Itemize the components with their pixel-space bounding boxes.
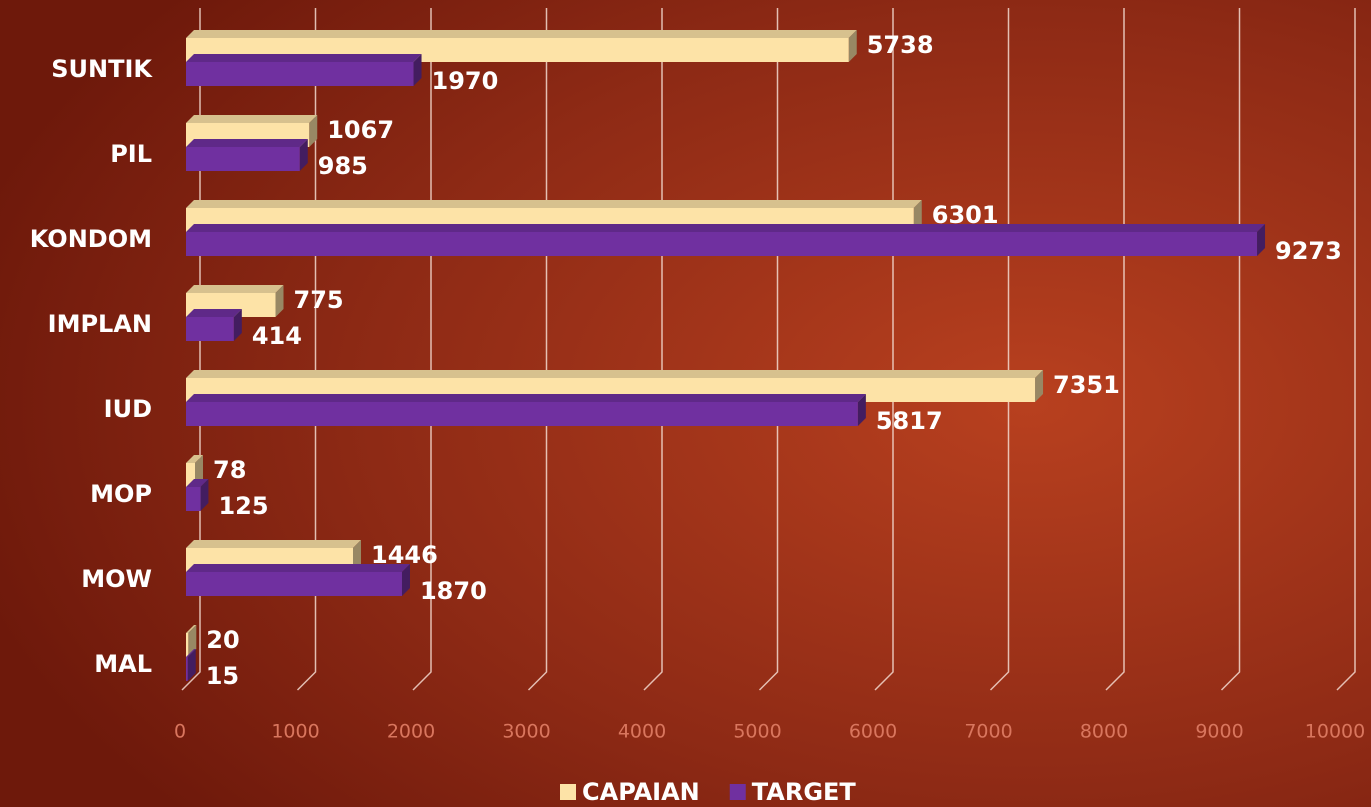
- bar-top: [186, 625, 197, 633]
- data-label: 1870: [420, 577, 487, 605]
- x-tick-label: 6000: [849, 721, 897, 743]
- x-tick-label: 9000: [1195, 721, 1243, 743]
- bar-top: [186, 479, 209, 487]
- x-tick-label: 7000: [964, 721, 1012, 743]
- x-tick-label: 0: [174, 721, 186, 743]
- bar: [186, 147, 300, 171]
- legend-swatch: [729, 784, 746, 800]
- bar-top: [186, 200, 922, 208]
- legend-label: CAPAIAN: [582, 778, 700, 806]
- bar-side: [413, 54, 422, 86]
- bar: [186, 633, 189, 657]
- data-label: 78: [213, 456, 246, 484]
- bar-side: [299, 139, 308, 171]
- bar-side: [1257, 224, 1266, 256]
- labels: 0 1000 2000 3000 4000 5000 6000 7000 8000 9000 100…: [30, 31, 1365, 806]
- category-label: MAL: [94, 650, 152, 678]
- category-label: MOP: [90, 480, 152, 508]
- legend-swatch: [560, 784, 576, 800]
- data-label: 125: [218, 492, 268, 520]
- bar: [186, 317, 234, 341]
- x-tick-label: 8000: [1080, 721, 1128, 743]
- x-tick-label: 10000: [1305, 721, 1365, 743]
- bar-top: [186, 224, 1266, 232]
- category-label: PIL: [110, 140, 152, 168]
- bar-top: [186, 455, 204, 463]
- category-label: IUD: [104, 395, 152, 423]
- bar: [186, 572, 402, 596]
- category-label: MOW: [81, 565, 152, 593]
- x-tick-label: 1000: [271, 721, 319, 743]
- bar-top: [186, 309, 242, 317]
- data-label: 985: [318, 152, 368, 180]
- data-label: 1067: [327, 116, 394, 144]
- bar-top: [186, 394, 866, 402]
- bar-side: [200, 479, 209, 511]
- bar-side: [309, 115, 318, 147]
- category-label: IMPLAN: [48, 310, 152, 338]
- x-tick-label: 5000: [733, 721, 781, 743]
- data-label: 5738: [867, 31, 934, 59]
- data-label: 5817: [876, 407, 943, 435]
- bar-top: [186, 649, 196, 657]
- bar: [186, 402, 858, 426]
- bar-side: [275, 285, 284, 317]
- category-label: SUNTIK: [51, 55, 153, 83]
- data-label: 6301: [932, 201, 999, 229]
- bar-top: [186, 115, 318, 123]
- bar: [186, 487, 201, 511]
- legend-label: TARGET: [752, 778, 857, 806]
- bar: [186, 232, 1258, 256]
- x-tick-label: 2000: [387, 721, 435, 743]
- bar: [186, 463, 196, 487]
- data-label: 20: [206, 626, 239, 654]
- bar: [186, 657, 188, 681]
- data-label: 1446: [371, 541, 438, 569]
- x-tick-label: 4000: [618, 721, 666, 743]
- data-label: 15: [206, 662, 239, 690]
- data-label: 1970: [432, 67, 499, 95]
- bar-top: [186, 30, 857, 38]
- bar-side: [857, 394, 866, 426]
- bar-side: [233, 309, 242, 341]
- bar-side: [1035, 370, 1044, 402]
- bar-top: [186, 370, 1044, 378]
- data-label: 775: [294, 286, 344, 314]
- bar-top: [186, 54, 422, 62]
- bars: [186, 30, 1266, 681]
- bar: [186, 62, 414, 86]
- bar-top: [186, 540, 362, 548]
- bar-side: [401, 564, 410, 596]
- data-label: 9273: [1275, 237, 1342, 265]
- category-label: KONDOM: [30, 225, 152, 253]
- bar-top: [186, 139, 308, 147]
- bar-side: [187, 649, 196, 681]
- x-tick-label: 3000: [502, 721, 550, 743]
- bar-top: [186, 285, 284, 293]
- bar-top: [186, 564, 410, 572]
- bar-side: [848, 30, 857, 62]
- grid-line: [1336, 8, 1356, 691]
- data-label: 414: [252, 322, 302, 350]
- data-label: 7351: [1053, 371, 1120, 399]
